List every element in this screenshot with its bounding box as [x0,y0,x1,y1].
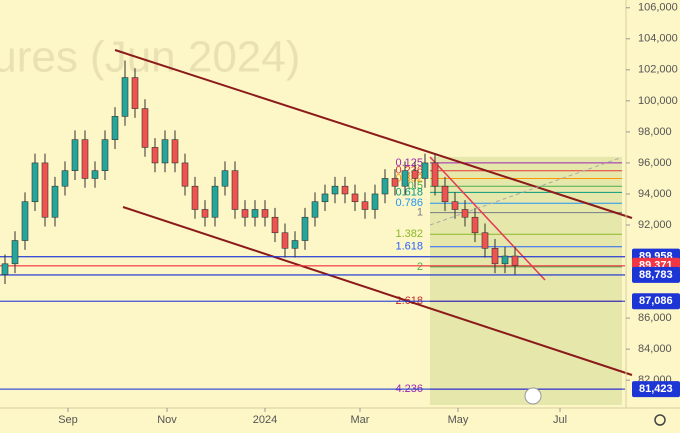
candle-body [11,240,19,265]
candle-body [341,185,349,195]
candle-body [51,185,59,218]
candle-body [31,162,39,203]
candle-body [71,139,79,171]
candle-body [91,170,99,179]
candle-body [511,255,519,266]
fib-zone [430,156,622,405]
candle-body [221,170,229,187]
candle-body [351,193,359,203]
candle-body [151,147,159,164]
candle-body [201,209,209,218]
fib-label: 0.618 [395,186,423,198]
candle-body [321,193,329,203]
candle-body [381,178,389,195]
channel-lower [122,206,633,376]
candle-body [371,193,379,210]
candle-body [301,216,309,241]
candle-body [261,209,269,218]
dashed-line [429,157,621,226]
candle-body [501,255,509,265]
plot-area: 0.1250.2360.3820.50.6180.78611.3821.6182… [0,49,633,405]
candle-body [471,216,479,234]
candle-body [441,185,449,203]
candle-body [141,108,149,148]
x-tick-label: 2024 [253,414,277,426]
candle-body [271,216,279,234]
x-tick-label: May [448,414,469,426]
candle-body [81,139,89,179]
fib-label: 1 [417,206,423,218]
price-tag [632,293,680,310]
x-tick-label: Nov [157,414,177,426]
y-tick-label: 94,000 [638,188,672,200]
y-tick-label: 102,000 [638,64,678,76]
candle-body [461,209,469,218]
candle-body [331,185,339,195]
trend-line [429,156,546,281]
candle-body [241,209,249,218]
fib-label: 2 [417,261,423,273]
candle-body [281,232,289,249]
candle-body [61,170,69,187]
candle-body [231,170,239,210]
candle-body [161,139,169,164]
candle-body [191,185,199,210]
candle-body [391,178,399,187]
event-icon[interactable] [524,387,542,405]
y-tick-label: 104,000 [638,33,678,45]
y-tick-label: 92,000 [638,219,672,231]
price-tag-label: 87,086 [639,295,673,307]
candle-body [101,139,109,171]
candle-body [41,162,49,218]
candle-body [421,162,429,179]
candle-body [361,201,369,210]
candle-body [291,240,299,249]
y-tick-label: 98,000 [638,126,672,138]
candle-body [131,77,139,109]
price-tag-label: 88,783 [639,269,673,281]
fib-label: 1.618 [395,241,423,253]
candle-body [251,209,259,218]
price-tag [632,266,680,283]
candle-body [1,263,9,275]
candle-body [111,116,119,140]
candle-body [181,162,189,187]
x-tick-label: Jul [553,414,567,426]
candle-body [451,201,459,210]
x-tick-label: Sep [58,414,78,426]
candle-body [211,185,219,218]
candle-body [401,170,409,187]
fib-label: 1.382 [395,228,423,240]
candle-body [311,201,319,218]
candle-body [171,139,179,164]
fib-label: 0.125 [395,157,423,169]
candle-body [121,77,129,117]
watermark: tures (Jun 2024) [0,33,300,82]
candle-body [411,170,419,179]
channel-upper [114,49,633,219]
candle-body [481,232,489,249]
y-tick-label: 84,000 [638,343,672,355]
price-tag-label: 81,423 [639,383,673,395]
candle-body [21,201,29,241]
y-tick-label: 96,000 [638,157,672,169]
fib-label: 0.786 [395,197,423,209]
price-tag [632,381,680,398]
y-tick-label: 86,000 [638,312,672,324]
y-tick-label: 100,000 [638,95,678,107]
y-tick-label: 106,000 [638,2,678,14]
candle-body [491,247,499,265]
candle-body [431,162,439,187]
settings-icon[interactable] [654,414,666,426]
x-tick-label: Mar [351,414,370,426]
